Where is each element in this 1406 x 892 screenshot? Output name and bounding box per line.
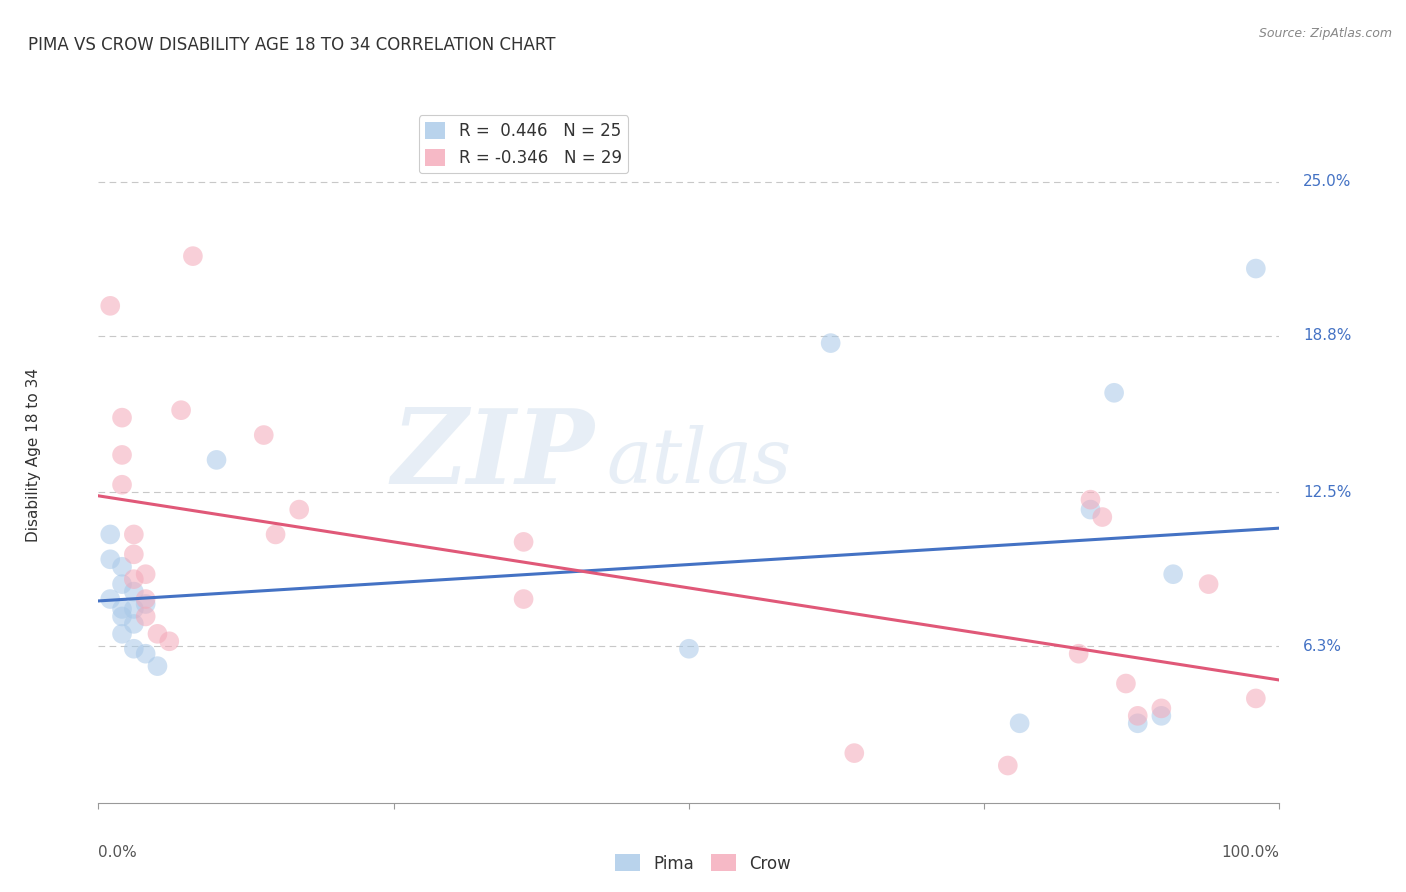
- Point: [111, 410, 134, 425]
- Point: [512, 535, 534, 549]
- Point: [1150, 708, 1173, 723]
- Point: [1244, 261, 1267, 276]
- Point: [98, 299, 121, 313]
- Point: [122, 527, 145, 541]
- Text: 12.5%: 12.5%: [1303, 484, 1351, 500]
- Point: [111, 477, 134, 491]
- Point: [122, 584, 145, 599]
- Point: [253, 428, 276, 442]
- Point: [1080, 502, 1102, 516]
- Point: [157, 634, 180, 648]
- Point: [1150, 701, 1173, 715]
- Point: [1126, 716, 1149, 731]
- Legend: R =  0.446   N = 25, R = -0.346   N = 29: R = 0.446 N = 25, R = -0.346 N = 29: [419, 115, 628, 173]
- Point: [111, 559, 134, 574]
- Point: [1244, 691, 1267, 706]
- Point: [1067, 647, 1090, 661]
- Point: [1126, 708, 1149, 723]
- Point: [181, 249, 204, 263]
- Point: [997, 758, 1019, 772]
- Point: [122, 572, 145, 586]
- Point: [111, 602, 134, 616]
- Point: [1198, 577, 1220, 591]
- Point: [111, 448, 134, 462]
- Point: [205, 453, 228, 467]
- Point: [98, 552, 121, 566]
- Point: [98, 527, 121, 541]
- Point: [135, 609, 157, 624]
- Point: [288, 502, 311, 516]
- Point: [122, 547, 145, 561]
- Point: [135, 597, 157, 611]
- Point: [844, 746, 866, 760]
- Point: [111, 627, 134, 641]
- Point: [146, 627, 169, 641]
- Point: [678, 641, 700, 656]
- Text: Source: ZipAtlas.com: Source: ZipAtlas.com: [1258, 27, 1392, 40]
- Point: [135, 592, 157, 607]
- Point: [264, 527, 287, 541]
- Point: [1080, 492, 1102, 507]
- Text: PIMA VS CROW DISABILITY AGE 18 TO 34 CORRELATION CHART: PIMA VS CROW DISABILITY AGE 18 TO 34 COR…: [28, 36, 555, 54]
- Text: ZIP: ZIP: [391, 404, 595, 506]
- Point: [1115, 676, 1137, 690]
- Point: [122, 602, 145, 616]
- Point: [135, 647, 157, 661]
- Point: [1091, 510, 1114, 524]
- Text: 100.0%: 100.0%: [1222, 845, 1279, 860]
- Point: [1102, 385, 1125, 400]
- Text: atlas: atlas: [606, 425, 792, 499]
- Point: [111, 577, 134, 591]
- Point: [1161, 567, 1184, 582]
- Point: [512, 592, 534, 607]
- Point: [170, 403, 193, 417]
- Point: [111, 609, 134, 624]
- Legend: Pima, Crow: Pima, Crow: [609, 847, 797, 880]
- Point: [146, 659, 169, 673]
- Point: [122, 616, 145, 631]
- Point: [135, 567, 157, 582]
- Point: [820, 336, 842, 351]
- Text: 6.3%: 6.3%: [1303, 639, 1343, 654]
- Text: 25.0%: 25.0%: [1303, 174, 1351, 189]
- Text: 18.8%: 18.8%: [1303, 328, 1351, 343]
- Point: [98, 592, 121, 607]
- Text: Disability Age 18 to 34: Disability Age 18 to 34: [25, 368, 41, 542]
- Point: [122, 641, 145, 656]
- Point: [1008, 716, 1031, 731]
- Text: 0.0%: 0.0%: [98, 845, 138, 860]
